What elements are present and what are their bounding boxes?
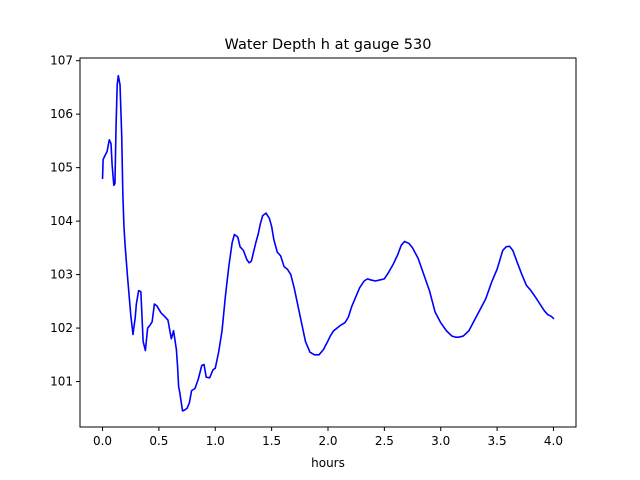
x-tick-label: 1.0 <box>206 434 225 448</box>
x-tick-label: 0.0 <box>93 434 112 448</box>
x-tick-label: 2.0 <box>318 434 337 448</box>
y-tick-label: 101 <box>50 375 73 389</box>
x-tick-label: 4.0 <box>544 434 563 448</box>
y-tick-label: 107 <box>50 54 73 68</box>
chart-title: Water Depth h at gauge 530 <box>225 37 432 53</box>
y-axis: 101 102 103 104 105 106 107 <box>50 54 80 389</box>
series-line <box>101 74 555 412</box>
y-tick-label: 104 <box>50 214 73 228</box>
y-tick-label: 106 <box>50 107 73 121</box>
y-tick-label: 103 <box>50 268 73 282</box>
plot-area <box>101 74 555 412</box>
x-tick-label: 1.5 <box>262 434 281 448</box>
y-tick-label: 105 <box>50 161 73 175</box>
x-tick-label: 3.5 <box>488 434 507 448</box>
x-tick-label: 2.5 <box>375 434 394 448</box>
x-tick-label: 0.5 <box>149 434 168 448</box>
x-axis-label: hours <box>311 456 345 470</box>
x-tick-label: 3.0 <box>431 434 450 448</box>
x-axis: 0.0 0.5 1.0 1.5 2.0 2.5 3.0 3.5 4.0 <box>93 427 563 448</box>
y-tick-label: 102 <box>50 321 73 335</box>
